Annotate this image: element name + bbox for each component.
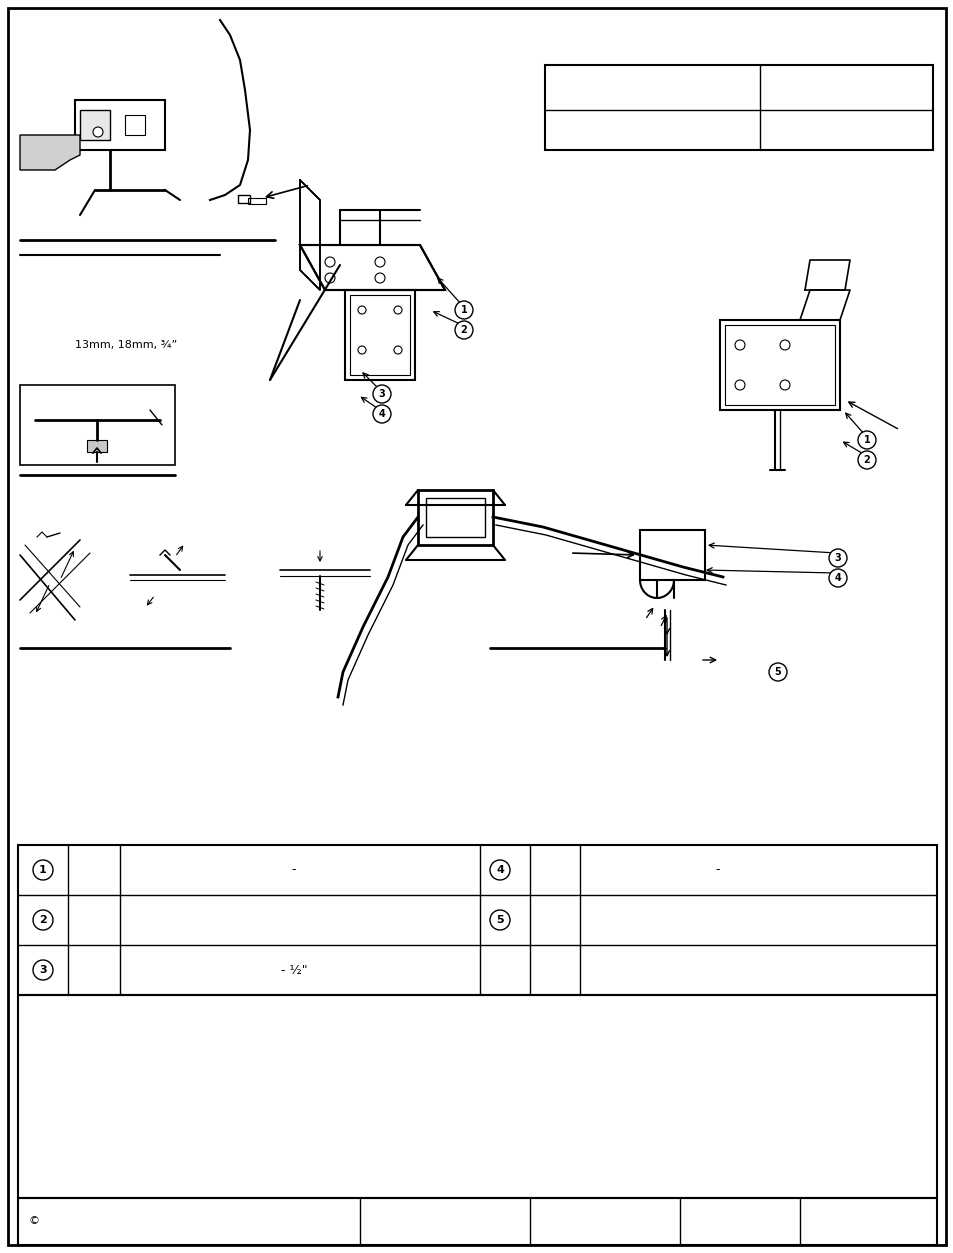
Bar	[20, 385, 174, 465]
Text: 3: 3	[39, 965, 47, 975]
Circle shape	[357, 306, 366, 315]
Circle shape	[357, 346, 366, 355]
Circle shape	[780, 380, 789, 390]
Bar	[18, 1198, 936, 1245]
Bar	[350, 294, 410, 375]
Circle shape	[92, 127, 103, 137]
Circle shape	[325, 273, 335, 283]
Text: 2: 2	[39, 915, 47, 925]
Text: 4: 4	[378, 408, 385, 419]
Text: 1: 1	[862, 435, 869, 445]
Circle shape	[455, 321, 473, 340]
Circle shape	[828, 569, 846, 586]
Circle shape	[490, 910, 510, 930]
Circle shape	[373, 405, 391, 424]
Text: 2: 2	[460, 325, 467, 335]
Text: -: -	[292, 863, 296, 877]
Circle shape	[33, 960, 53, 980]
Circle shape	[33, 860, 53, 880]
Circle shape	[373, 385, 391, 403]
Polygon shape	[20, 135, 80, 170]
Bar	[80, 110, 110, 140]
Text: 5: 5	[774, 667, 781, 677]
Text: 13mm, 18mm, ¾”: 13mm, 18mm, ¾”	[75, 340, 177, 350]
Bar	[724, 325, 834, 405]
Bar	[125, 115, 145, 135]
Bar	[87, 440, 107, 452]
Text: ©: ©	[28, 1217, 39, 1227]
Circle shape	[455, 301, 473, 320]
Circle shape	[780, 340, 789, 350]
Circle shape	[394, 306, 401, 315]
Bar	[237, 195, 250, 203]
Circle shape	[734, 340, 744, 350]
Circle shape	[394, 346, 401, 355]
Text: 1: 1	[460, 304, 467, 315]
Text: 2: 2	[862, 455, 869, 465]
Text: - ½": - ½"	[280, 964, 307, 976]
Circle shape	[490, 860, 510, 880]
Bar	[426, 497, 484, 538]
Bar	[75, 100, 165, 150]
Circle shape	[857, 431, 875, 449]
Circle shape	[828, 549, 846, 568]
Circle shape	[375, 257, 385, 267]
Text: 4: 4	[496, 865, 503, 875]
Circle shape	[857, 451, 875, 469]
Circle shape	[375, 273, 385, 283]
Bar	[18, 995, 936, 1198]
Text: 3: 3	[834, 553, 841, 563]
Bar	[248, 198, 266, 204]
Circle shape	[33, 910, 53, 930]
Bar	[345, 289, 415, 380]
Bar	[639, 530, 704, 580]
Circle shape	[768, 663, 786, 680]
Text: 5: 5	[496, 915, 503, 925]
Circle shape	[325, 257, 335, 267]
Bar	[720, 320, 840, 410]
Bar	[417, 490, 493, 545]
Text: 1: 1	[39, 865, 47, 875]
Text: -: -	[715, 863, 720, 877]
Text: 3: 3	[378, 388, 385, 398]
Circle shape	[734, 380, 744, 390]
Text: 4: 4	[834, 573, 841, 583]
Bar	[544, 65, 932, 150]
